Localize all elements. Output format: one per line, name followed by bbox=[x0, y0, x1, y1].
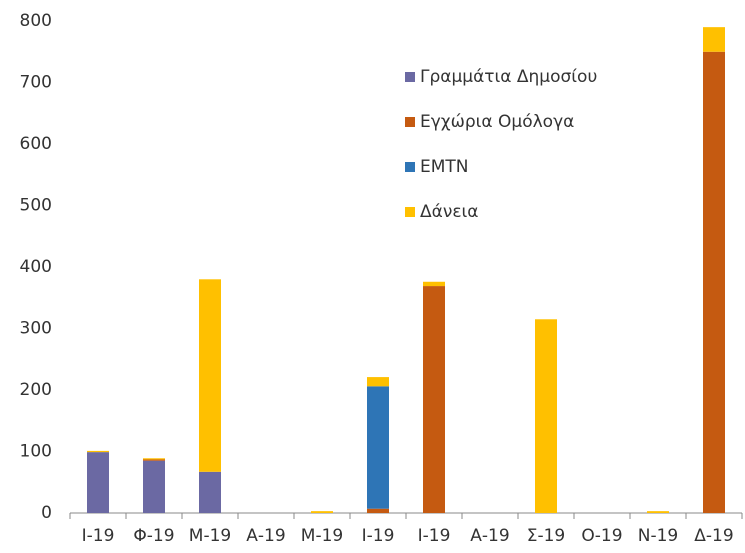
x-tick-label: Ν-19 bbox=[638, 526, 678, 546]
bar-segment bbox=[423, 286, 445, 513]
x-tick-label: Φ-19 bbox=[133, 526, 174, 546]
x-tick-label: Ι-19 bbox=[82, 526, 115, 546]
legend-swatch bbox=[405, 162, 415, 172]
legend-swatch bbox=[405, 117, 415, 127]
bar-segment bbox=[703, 51, 725, 513]
y-tick-label: 0 bbox=[41, 503, 52, 523]
y-tick-label: 600 bbox=[20, 134, 52, 154]
legend-swatch bbox=[405, 72, 415, 82]
bar-segment bbox=[535, 319, 557, 513]
x-tick-label: Ι-19 bbox=[418, 526, 451, 546]
y-tick-label: 700 bbox=[20, 73, 52, 93]
bar-segment bbox=[199, 471, 221, 513]
bar-segment bbox=[87, 450, 109, 453]
y-tick-label: 300 bbox=[20, 319, 52, 339]
legend-label: Εγχώρια Ομόλογα bbox=[420, 112, 574, 132]
bar-segment bbox=[703, 27, 725, 52]
legend-label: Δάνεια bbox=[420, 202, 478, 222]
bar-segment bbox=[367, 508, 389, 513]
y-tick-label: 200 bbox=[20, 380, 52, 400]
legend-label: EMTN bbox=[420, 157, 469, 177]
legend-label: Γραμμάτια Δημοσίου bbox=[420, 67, 597, 87]
bar-segment bbox=[199, 279, 221, 472]
x-tick-label: Μ-19 bbox=[301, 526, 343, 546]
bar-segment bbox=[143, 460, 165, 513]
x-tick-label: Δ-19 bbox=[694, 526, 733, 546]
bar-segment bbox=[423, 281, 445, 287]
x-tick-label: Ι-19 bbox=[362, 526, 395, 546]
y-tick-label: 500 bbox=[20, 196, 52, 216]
bar-segment bbox=[143, 459, 165, 461]
bar-segment bbox=[367, 386, 389, 509]
x-tick-label: Α-19 bbox=[470, 526, 509, 546]
x-tick-label: Μ-19 bbox=[189, 526, 231, 546]
x-tick-label: Ο-19 bbox=[581, 526, 622, 546]
bar-segment bbox=[647, 511, 669, 513]
y-tick-label: 800 bbox=[20, 11, 52, 31]
y-tick-label: 400 bbox=[20, 257, 52, 277]
x-tick-label: Σ-19 bbox=[527, 526, 566, 546]
legend-swatch bbox=[405, 207, 415, 217]
bar-segment bbox=[143, 458, 165, 460]
bar-segment bbox=[367, 377, 389, 387]
bar-segment bbox=[311, 511, 333, 513]
x-tick-label: Α-19 bbox=[246, 526, 285, 546]
y-tick-label: 100 bbox=[20, 442, 52, 462]
bar-segment bbox=[87, 452, 109, 513]
